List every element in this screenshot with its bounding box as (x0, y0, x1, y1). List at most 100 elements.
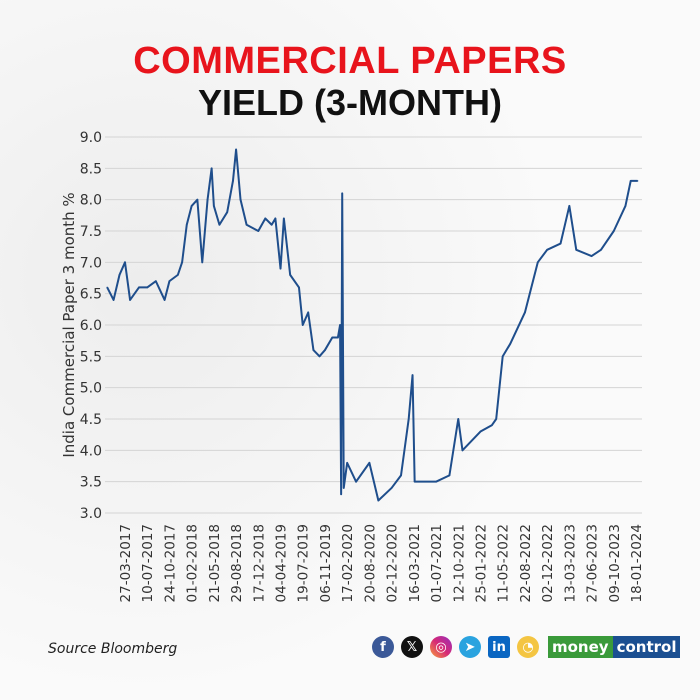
data-point (600, 249, 602, 251)
y-tick-label: 5.0 (80, 381, 102, 397)
data-point (390, 487, 393, 489)
data-point (146, 286, 149, 289)
data-point (501, 355, 504, 358)
data-point (232, 180, 234, 182)
x-tick-label: 02-12-2020 (385, 524, 401, 602)
y-tick-label: 8.5 (80, 161, 102, 177)
x-tick-label: 16-03-2021 (407, 524, 423, 602)
data-point (355, 480, 357, 483)
x-icon[interactable]: 𝕏 (401, 636, 423, 658)
data-point (435, 480, 437, 483)
data-point (163, 299, 166, 301)
data-point (340, 493, 342, 496)
data-point (289, 274, 291, 276)
x-tick-label: 17-02-2020 (340, 524, 356, 602)
data-point (298, 286, 300, 289)
koo-icon[interactable]: ◔ (517, 636, 539, 658)
data-point (337, 336, 339, 339)
data-point (210, 167, 213, 170)
y-tick-label: 6.0 (80, 318, 102, 334)
telegram-icon[interactable]: ➤ (459, 636, 481, 658)
y-tick-label: 3.5 (80, 475, 102, 491)
data-point (181, 261, 183, 264)
data-point (274, 217, 277, 220)
data-point (346, 462, 348, 464)
data-point (590, 255, 593, 257)
data-point (270, 223, 273, 226)
x-tick-label: 27-06-2023 (585, 524, 601, 602)
data-point (307, 311, 309, 314)
data-point (283, 217, 285, 220)
data-point (190, 205, 193, 207)
data-point (411, 374, 414, 376)
y-tick-label: 7.0 (80, 255, 102, 271)
data-point (185, 223, 188, 226)
data-point (536, 261, 539, 264)
moneycontrol-logo: money control (548, 636, 681, 658)
data-point (400, 474, 402, 477)
x-tick-label: 20-08-2020 (362, 524, 378, 602)
chart-title-line1: COMMERCIAL PAPERS (133, 40, 567, 82)
data-point (339, 324, 341, 326)
data-point (196, 198, 199, 201)
data-point (124, 261, 126, 264)
data-point (368, 462, 371, 464)
y-tick-label: 6.5 (80, 287, 102, 303)
data-point (448, 474, 451, 477)
x-tick-label: 11-05-2022 (496, 524, 512, 602)
data-point (318, 355, 321, 358)
brand-part2: control (612, 636, 681, 658)
data-point (636, 180, 639, 182)
data-point (490, 424, 493, 427)
x-tick-label: 12-10-2021 (451, 524, 467, 602)
data-point (377, 499, 380, 502)
data-point (559, 242, 562, 245)
data-point (407, 418, 410, 420)
data-point (239, 198, 242, 201)
x-tick-label: 21-05-2018 (207, 524, 223, 602)
y-tick-label: 3.0 (80, 506, 102, 522)
data-point (341, 192, 344, 195)
data-point (201, 261, 204, 264)
facebook-icon[interactable]: f (372, 636, 394, 658)
data-point (509, 343, 512, 345)
x-tick-label: 13-03-2023 (562, 524, 578, 602)
data-point (118, 274, 121, 276)
x-tick-label: 10-07-2017 (140, 524, 156, 602)
data-point (457, 418, 460, 420)
data-point (226, 211, 228, 213)
y-tick-label: 7.5 (80, 224, 102, 240)
data-point (413, 480, 416, 483)
y-tick-label: 4.5 (80, 412, 102, 428)
data-point (495, 418, 497, 420)
y-tick-label: 9.0 (80, 130, 102, 146)
data-point (461, 449, 464, 452)
data-point (138, 286, 140, 289)
data-point (624, 205, 627, 207)
instagram-icon[interactable]: ◎ (430, 636, 452, 658)
data-point (479, 430, 482, 433)
source-note: Source Bloomberg (48, 641, 178, 657)
x-tick-label: 18-01-2024 (629, 524, 645, 602)
data-point (245, 223, 248, 226)
data-point (155, 280, 157, 282)
x-tick-label: 01-07-2021 (429, 524, 445, 602)
data-point (301, 324, 304, 326)
x-tick-label: 27-03-2017 (118, 524, 134, 602)
data-point (331, 336, 334, 339)
x-tick-label: 17-12-2018 (251, 524, 267, 602)
data-point (612, 230, 615, 232)
x-tick-label: 01-02-2018 (185, 524, 201, 602)
data-point (106, 286, 109, 289)
data-point (342, 487, 345, 489)
x-tick-label: 09-10-2023 (607, 524, 623, 602)
data-point (257, 230, 260, 232)
x-tick-label: 06-11-2019 (318, 524, 334, 602)
data-point (213, 205, 215, 207)
y-tick-label: 8.0 (80, 193, 102, 209)
data-point (168, 280, 171, 282)
data-point (112, 299, 115, 301)
data-point (264, 217, 267, 220)
linkedin-icon[interactable]: in (488, 636, 510, 658)
